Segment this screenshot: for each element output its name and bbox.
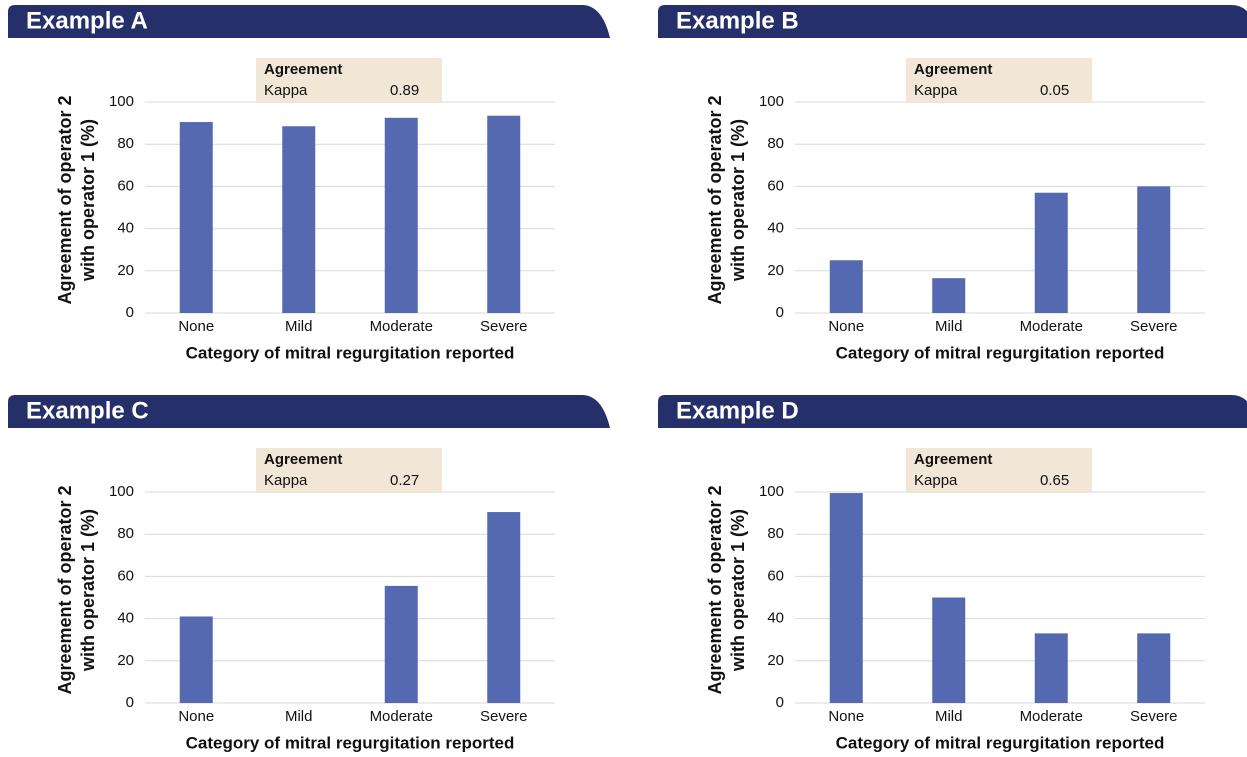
x-tick-label: Mild	[935, 318, 963, 335]
y-tick-label: 100	[759, 93, 784, 110]
y-tick-label: 0	[126, 694, 134, 711]
y-tick-label: 60	[767, 177, 784, 194]
bar	[932, 597, 966, 703]
annotation-box	[906, 448, 1092, 493]
y-tick-label: 40	[117, 220, 134, 237]
y-tick-label: 20	[767, 262, 784, 279]
bar	[487, 115, 521, 313]
bar	[1034, 192, 1068, 313]
x-tick-label: Severe	[480, 318, 528, 335]
annotation-title: Agreement	[264, 61, 342, 78]
y-tick-label: 100	[109, 93, 134, 110]
annotation-label: Kappa	[264, 82, 308, 99]
y-axis-title: with operator 1 (%)	[78, 509, 98, 672]
y-tick-label: 80	[767, 135, 784, 152]
y-tick-label: 60	[767, 567, 784, 584]
panel-title: Example B	[676, 7, 799, 34]
annotation-value: 0.27	[390, 472, 419, 489]
y-tick-label: 80	[767, 525, 784, 542]
annotation-label: Kappa	[914, 472, 958, 489]
y-tick-label: 0	[776, 694, 784, 711]
x-tick-label: Mild	[935, 708, 963, 725]
bar	[1034, 633, 1068, 703]
panel-title: Example C	[26, 397, 149, 424]
bar	[1137, 186, 1171, 313]
x-tick-label: Moderate	[1020, 318, 1083, 335]
panel: Example B 0 20 40 60 80 100 Agreement Kappa 0.05 N…	[658, 5, 1247, 362]
annotation-box	[256, 58, 442, 103]
bar	[384, 585, 418, 703]
y-axis-title: with operator 1 (%)	[78, 119, 98, 282]
x-tick-label: Moderate	[370, 318, 433, 335]
y-tick-label: 20	[117, 652, 134, 669]
y-tick-label: 60	[117, 567, 134, 584]
bar	[179, 616, 213, 703]
y-tick-label: 40	[117, 610, 134, 627]
y-tick-label: 100	[109, 483, 134, 500]
y-tick-label: 20	[117, 262, 134, 279]
bar	[282, 126, 316, 313]
y-axis-title: with operator 1 (%)	[728, 119, 748, 282]
y-axis-title: Agreement of operator 2	[55, 485, 75, 694]
x-tick-label: Mild	[285, 708, 313, 725]
y-tick-label: 80	[117, 135, 134, 152]
y-axis-title: Agreement of operator 2	[705, 485, 725, 694]
y-tick-label: 20	[767, 652, 784, 669]
y-tick-label: 80	[117, 525, 134, 542]
annotation-value: 0.65	[1040, 472, 1069, 489]
bar	[1137, 633, 1171, 703]
panel-title: Example A	[26, 7, 148, 34]
header-bar	[658, 5, 1247, 38]
panel: Example D 0 20 40 60 80 100 Agreement Kappa 0.65 N…	[658, 395, 1247, 752]
y-tick-label: 100	[759, 483, 784, 500]
header-bar	[8, 5, 610, 38]
bar	[932, 278, 966, 313]
x-tick-label: None	[828, 708, 864, 725]
x-tick-label: None	[828, 318, 864, 335]
annotation-label: Kappa	[914, 82, 958, 99]
x-tick-label: Moderate	[370, 708, 433, 725]
annotation-value: 0.05	[1040, 82, 1069, 99]
annotation-label: Kappa	[264, 472, 308, 489]
bar	[829, 493, 863, 703]
bar	[384, 117, 418, 313]
y-tick-label: 0	[126, 304, 134, 321]
bar	[179, 122, 213, 313]
x-tick-label: Severe	[480, 708, 528, 725]
y-tick-label: 40	[767, 220, 784, 237]
x-axis-title: Category of mitral regurgitation reporte…	[836, 733, 1165, 752]
x-tick-label: Mild	[285, 318, 313, 335]
y-tick-label: 60	[117, 177, 134, 194]
bar	[829, 260, 863, 313]
x-axis-title: Category of mitral regurgitation reporte…	[186, 343, 515, 362]
x-axis-title: Category of mitral regurgitation reporte…	[186, 733, 515, 752]
panel: Example C 0 20 40 60 80 100 Agreement Kappa 0.27 N…	[8, 395, 610, 752]
x-tick-label: None	[178, 318, 214, 335]
y-tick-label: 40	[767, 610, 784, 627]
bar	[487, 512, 521, 703]
annotation-title: Agreement	[264, 451, 342, 468]
header-bar	[8, 395, 610, 428]
panel-title: Example D	[676, 397, 799, 424]
y-axis-title: Agreement of operator 2	[55, 95, 75, 304]
y-axis-title: with operator 1 (%)	[728, 509, 748, 672]
x-tick-label: Severe	[1130, 318, 1178, 335]
x-tick-label: None	[178, 708, 214, 725]
y-tick-label: 0	[776, 304, 784, 321]
x-tick-label: Moderate	[1020, 708, 1083, 725]
y-axis-title: Agreement of operator 2	[705, 95, 725, 304]
x-tick-label: Severe	[1130, 708, 1178, 725]
annotation-title: Agreement	[914, 451, 992, 468]
annotation-box	[906, 58, 1092, 103]
annotation-value: 0.89	[390, 82, 419, 99]
x-axis-title: Category of mitral regurgitation reporte…	[836, 343, 1165, 362]
panel: Example A 0 20 40 60 80 100 Agreement Kappa 0.89 N…	[8, 5, 610, 362]
annotation-title: Agreement	[914, 61, 992, 78]
annotation-box	[256, 448, 442, 493]
header-bar	[658, 395, 1247, 428]
